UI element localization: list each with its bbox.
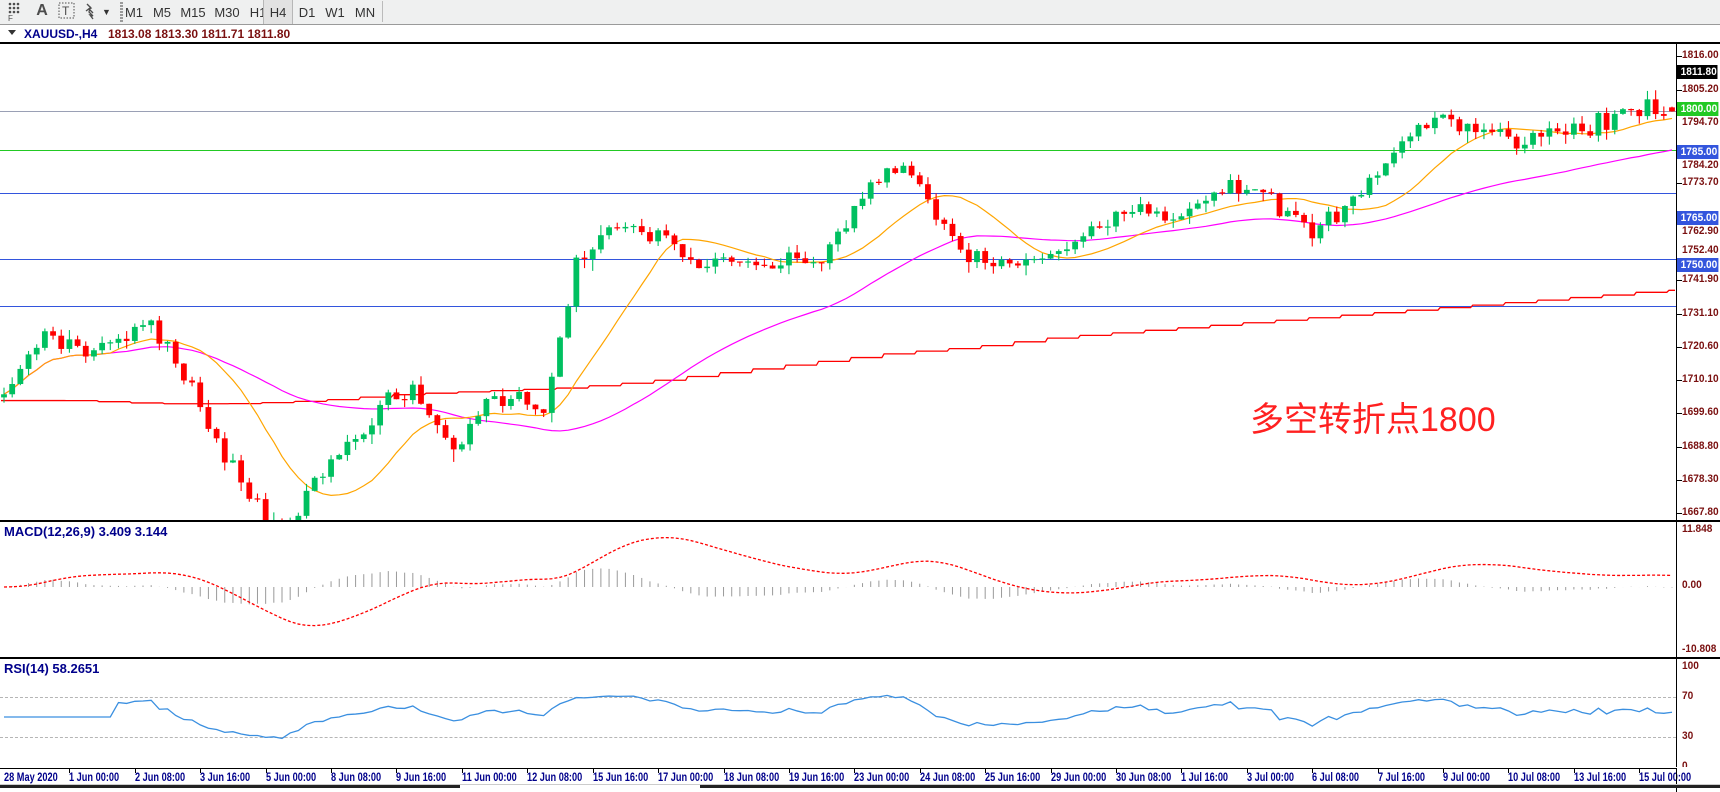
svg-text:F: F [8, 14, 13, 22]
svg-text:T: T [62, 4, 70, 18]
